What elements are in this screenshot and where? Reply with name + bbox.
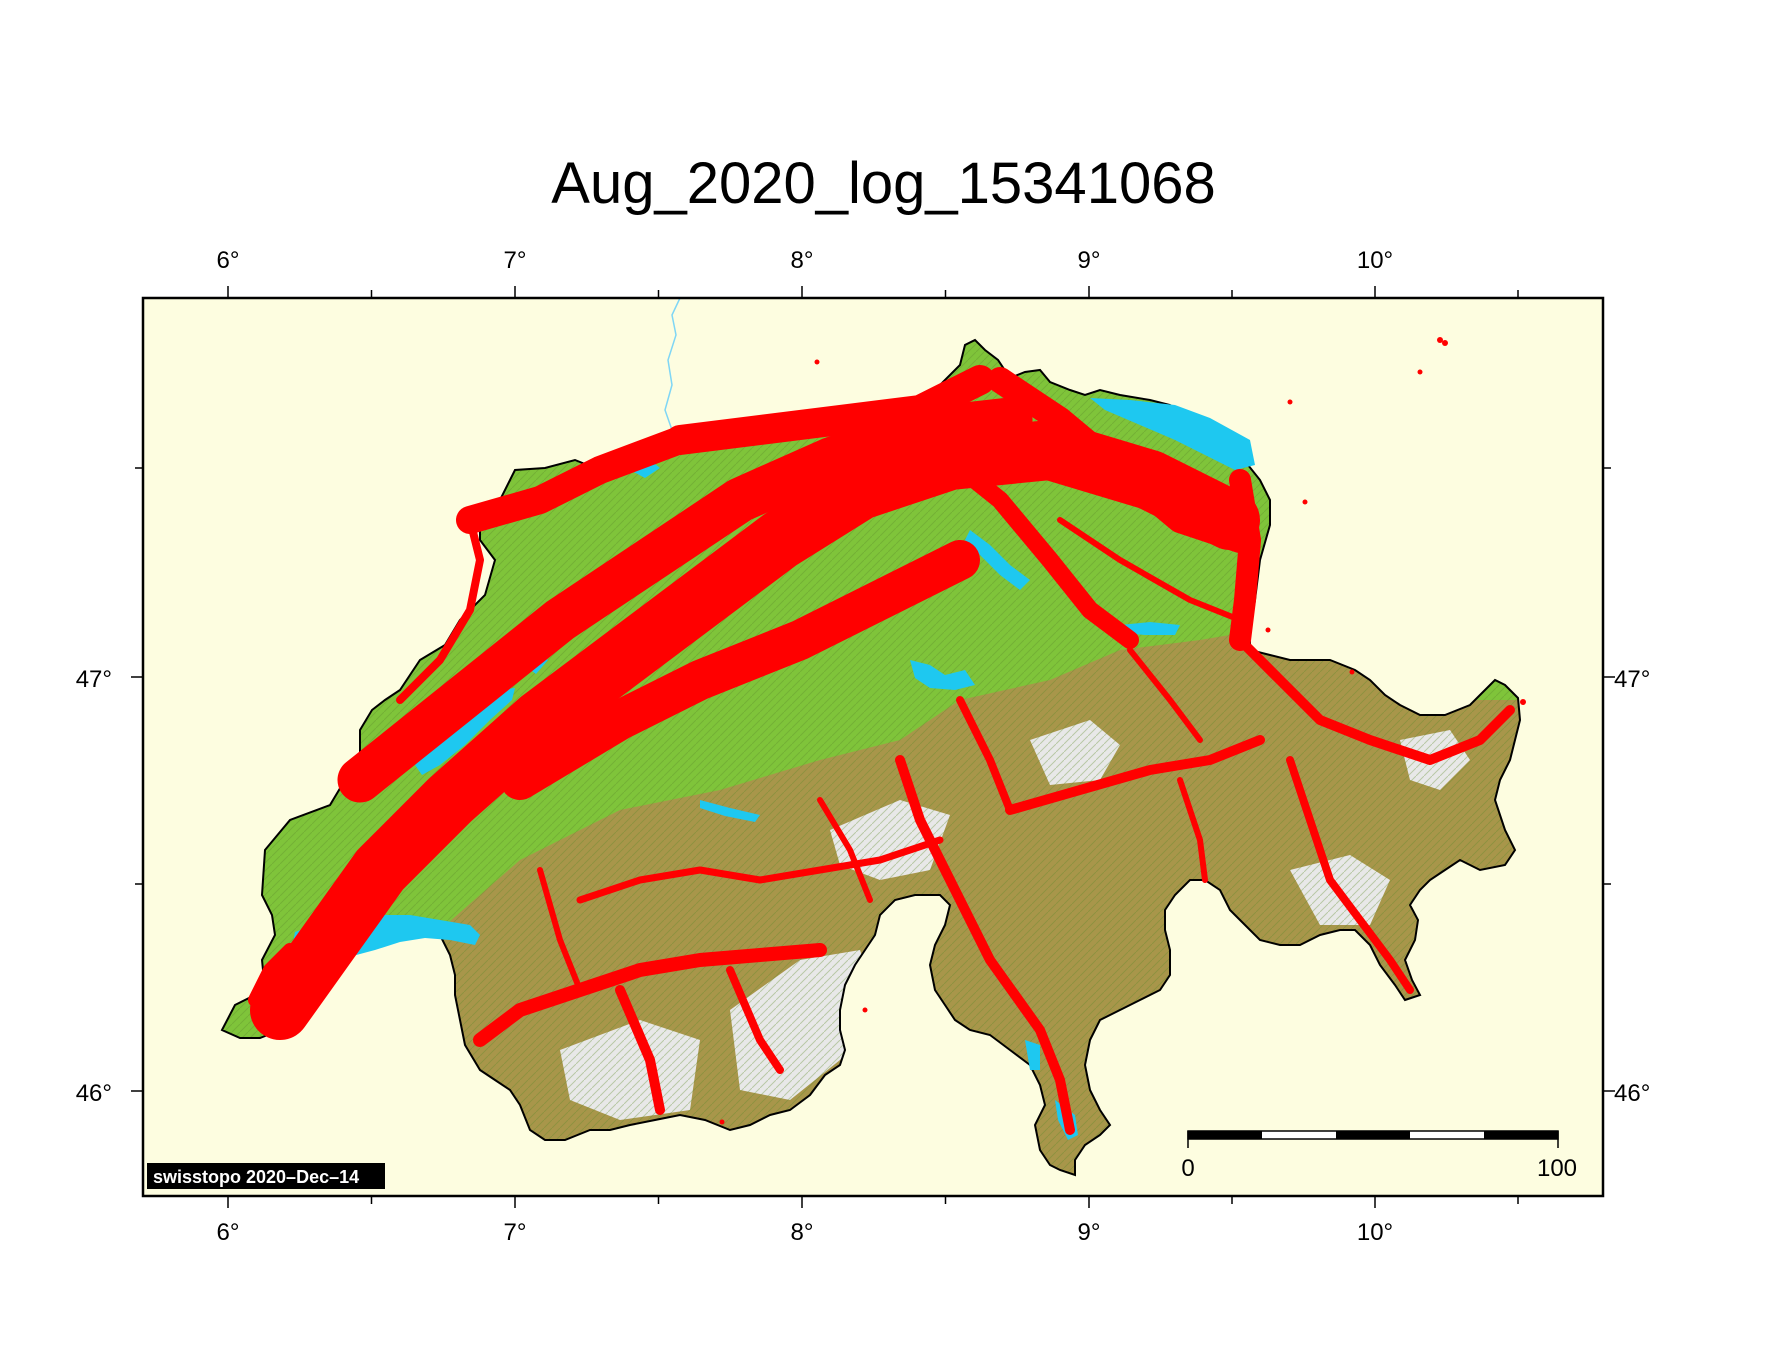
- lon-label-bottom: 6°: [217, 1219, 240, 1246]
- lon-label-bottom: 7°: [504, 1219, 527, 1246]
- scale-segment: [1410, 1131, 1484, 1139]
- scale-bar: 0 100: [1181, 1130, 1577, 1182]
- scale-segment: [1188, 1131, 1262, 1139]
- lon-label-bottom: 10°: [1357, 1219, 1393, 1246]
- river-line: [664, 298, 681, 431]
- lon-label-top: 10°: [1357, 247, 1393, 274]
- lon-label-top: 6°: [217, 247, 240, 274]
- credit-box: swisstopo 2020–Dec–14: [147, 1163, 385, 1189]
- lon-label-bottom: 9°: [1078, 1219, 1101, 1246]
- lat-label-right: 47°: [1614, 666, 1650, 693]
- lat-label-left: 46°: [76, 1080, 112, 1107]
- map-frame: [141, 296, 1605, 1198]
- gps-track-points: [248, 365, 1515, 1135]
- lat-label-left: 47°: [76, 666, 112, 693]
- scale-end-label: 100: [1537, 1155, 1577, 1182]
- isolated-points: [719, 337, 1526, 1125]
- scale-start-label: 0: [1181, 1155, 1194, 1182]
- lon-label-top: 7°: [504, 247, 527, 274]
- credit-text: swisstopo 2020–Dec–14: [153, 1167, 359, 1187]
- lat-label-right: 46°: [1614, 1080, 1650, 1107]
- lon-label-top: 8°: [791, 247, 814, 274]
- scale-segment: [1484, 1131, 1558, 1139]
- graticule-ticks: [131, 286, 1615, 1208]
- scale-segment: [1262, 1131, 1336, 1139]
- map-title: Aug_2020_log_15341068: [551, 151, 1216, 216]
- lon-label-bottom: 8°: [791, 1219, 814, 1246]
- scale-segment: [1336, 1131, 1410, 1139]
- lon-label-top: 9°: [1078, 247, 1101, 274]
